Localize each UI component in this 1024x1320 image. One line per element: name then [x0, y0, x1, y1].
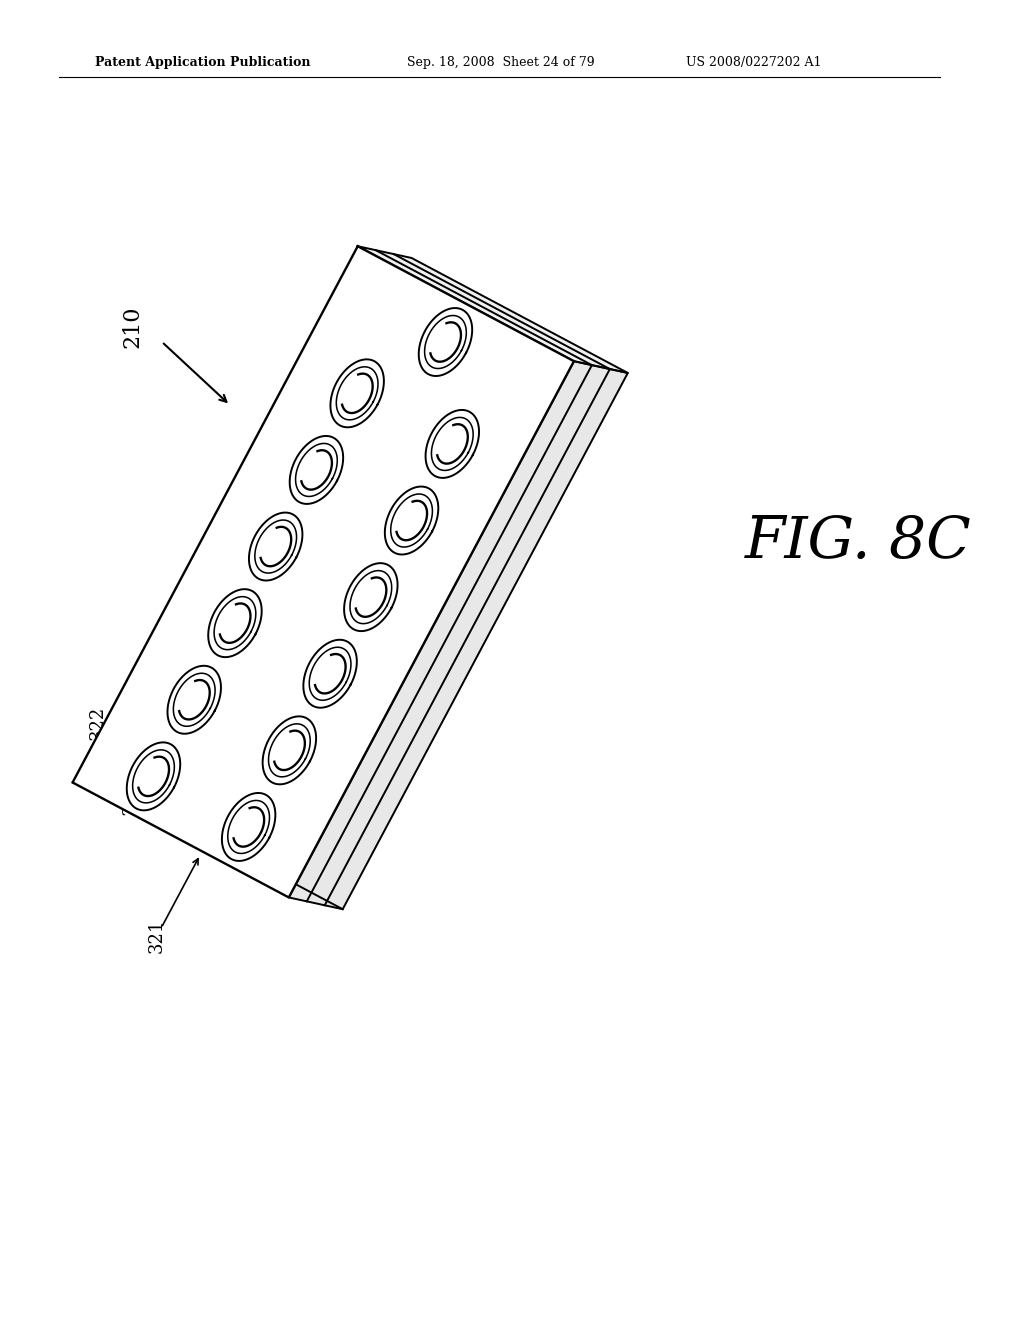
Polygon shape	[289, 362, 628, 909]
Polygon shape	[303, 640, 356, 708]
Polygon shape	[419, 308, 472, 376]
Polygon shape	[357, 247, 628, 374]
Text: Patent Application Publication: Patent Application Publication	[95, 55, 310, 69]
Polygon shape	[385, 487, 438, 554]
Polygon shape	[426, 411, 479, 478]
Polygon shape	[73, 247, 573, 898]
Text: 322: 322	[89, 705, 106, 739]
Polygon shape	[222, 793, 275, 861]
Text: Sep. 18, 2008  Sheet 24 of 79: Sep. 18, 2008 Sheet 24 of 79	[407, 55, 594, 69]
Polygon shape	[249, 512, 302, 581]
Polygon shape	[262, 717, 316, 784]
Text: FIG. 8C: FIG. 8C	[744, 515, 971, 570]
Polygon shape	[208, 589, 262, 657]
Polygon shape	[331, 359, 384, 428]
Text: US 2008/0227202 A1: US 2008/0227202 A1	[686, 55, 821, 69]
Polygon shape	[344, 564, 397, 631]
Text: 321: 321	[147, 919, 165, 953]
Polygon shape	[168, 665, 221, 734]
Text: 210: 210	[121, 306, 143, 348]
Polygon shape	[127, 742, 180, 810]
Text: 319: 319	[122, 781, 140, 816]
Polygon shape	[290, 436, 343, 504]
